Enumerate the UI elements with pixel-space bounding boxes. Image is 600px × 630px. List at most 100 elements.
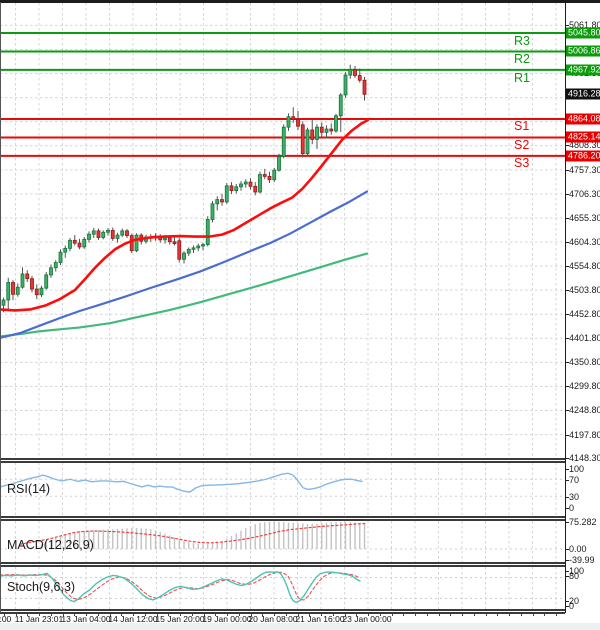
candle-body [177, 240, 182, 260]
x-axis-tick [180, 613, 181, 616]
price-tick-mark [565, 434, 569, 436]
x-axis-tick [332, 613, 334, 616]
price-tick-label: 4148.30 [569, 453, 600, 463]
x-axis-label: 6:00 [0, 614, 12, 624]
candle-body [334, 115, 338, 132]
candle-body [315, 126, 319, 140]
price-tick-label: 4706.30 [569, 188, 600, 199]
x-axis-tick [356, 613, 358, 616]
candle-body [196, 245, 201, 249]
price-tick-mark [565, 386, 569, 388]
stoch-tick-mark [565, 600, 569, 602]
x-axis-tick [109, 613, 111, 616]
stoch-tick-label: 80 [569, 570, 580, 581]
price-tick-mark [565, 313, 569, 315]
candle-body [234, 186, 239, 191]
price-tick-mark [565, 362, 569, 364]
candle-body [91, 230, 96, 235]
panel-divider [0, 609, 565, 614]
price-tick-mark [565, 289, 569, 291]
stoch-panel-title: Stoch(9,6,3) [7, 580, 76, 594]
price-tick-mark [565, 145, 569, 147]
candle-body [300, 124, 305, 155]
price-tick-mark [565, 265, 569, 267]
price-tick-label: 4401.80 [569, 332, 600, 343]
s2-price-box: 4825.14 [566, 131, 600, 143]
x-axis-tick [462, 613, 463, 616]
price-tick-label: 4554.80 [569, 260, 600, 271]
x-axis-label: 14 Jan 12:00 [108, 614, 158, 624]
candle-body [163, 237, 167, 241]
candle-body [310, 129, 315, 140]
candle-body [277, 156, 281, 171]
candle-body [25, 273, 30, 280]
candle-body [220, 199, 224, 203]
stoch-tick-label: 0 [569, 600, 575, 611]
x-axis-tick [238, 613, 240, 616]
panel-divider [0, 562, 565, 567]
x-axis-tick [391, 613, 393, 616]
candle-body [248, 181, 253, 187]
pivot-label-r3: R3 [514, 34, 530, 48]
candle-body [324, 128, 329, 133]
x-axis-tick [509, 613, 510, 616]
pivot-label-s2: S2 [514, 137, 530, 152]
price-tick-label: 5061.80 [569, 20, 600, 31]
panel-divider [0, 458, 565, 463]
pivot-label-s1: S1 [514, 119, 530, 133]
candle-body [239, 183, 243, 188]
rsi-tick-mark [565, 496, 569, 498]
x-axis-tick [250, 613, 252, 616]
x-axis-tick [344, 613, 346, 616]
price-tick-mark [565, 25, 569, 27]
x-axis-tick [520, 613, 522, 616]
stoch-tick-label: 100 [569, 565, 585, 576]
x-axis-tick [203, 613, 205, 616]
x-axis-tick [168, 613, 170, 616]
x-axis-tick [415, 613, 416, 616]
candle-body [201, 244, 205, 247]
chart-top-border [0, 0, 600, 3]
candle-body [72, 239, 77, 244]
stoch-d-line [0, 571, 361, 601]
price-tick-mark [565, 217, 569, 219]
x-axis-label: 21 Jan 16:00 [295, 614, 345, 624]
candle-body [353, 68, 357, 76]
x-axis-tick [39, 613, 40, 616]
stoch-tick-label: 20 [569, 595, 580, 606]
candle-body [96, 230, 101, 238]
x-axis-tick [532, 613, 534, 616]
candle-body [172, 241, 177, 245]
candle-body [30, 278, 34, 290]
stoch-tick-mark [565, 570, 569, 572]
x-axis-tick [86, 613, 87, 616]
bottom-margin [0, 623, 600, 630]
x-axis-label: 20 Jan 08:00 [248, 614, 298, 624]
stoch-k-line [0, 571, 361, 604]
x-axis-tick [368, 613, 369, 616]
candle-body [53, 262, 58, 269]
candle-body [272, 169, 277, 181]
candle-body [191, 247, 196, 250]
rsi-tick-label: 100 [569, 464, 585, 474]
x-axis-label: 11 Jan 23:01 [14, 614, 64, 624]
x-axis-tick [285, 613, 287, 616]
price-tick-label: 4299.80 [569, 381, 600, 392]
price-tick-label: 4350.80 [569, 357, 600, 368]
x-axis-tick [133, 613, 134, 616]
candle-body [134, 234, 139, 252]
candle-body [15, 286, 20, 295]
price-tick-label: 4248.80 [569, 405, 600, 416]
rsi-tick-mark [565, 469, 569, 470]
macd-tick-label: -39.99 [569, 554, 595, 565]
macd-tick-label: 75.282 [569, 517, 597, 527]
candle-body [253, 185, 258, 193]
x-axis-label: 23 Jan 00:00 [342, 614, 392, 624]
candle-body [87, 233, 91, 240]
price-tick-label: 4757.30 [569, 164, 600, 175]
candle-body [182, 252, 186, 260]
candle-body [49, 267, 53, 276]
price-axis-line [565, 2, 566, 613]
